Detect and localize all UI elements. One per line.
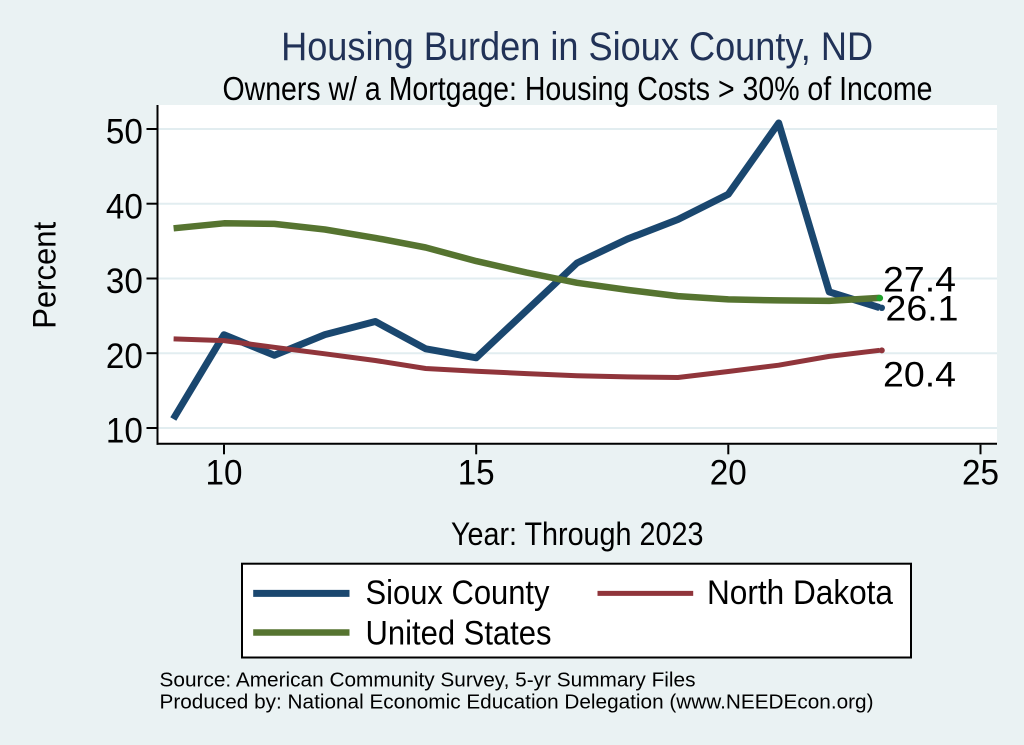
svg-text:United States: United States bbox=[366, 615, 552, 653]
svg-text:20: 20 bbox=[710, 453, 747, 493]
svg-text:Owners w/ a Mortgage: Housing: Owners w/ a Mortgage: Housing Costs > 30… bbox=[223, 70, 933, 107]
svg-text:25: 25 bbox=[962, 453, 999, 493]
svg-text:10: 10 bbox=[106, 411, 143, 451]
svg-text:Housing Burden in Sioux County: Housing Burden in Sioux County, ND bbox=[281, 25, 873, 69]
svg-text:20: 20 bbox=[106, 336, 143, 376]
svg-text:50: 50 bbox=[106, 112, 143, 152]
svg-text:40: 40 bbox=[106, 186, 143, 226]
svg-text:Source: American Community Sur: Source: American Community Survey, 5-yr … bbox=[160, 669, 696, 692]
svg-text:Sioux County: Sioux County bbox=[366, 574, 550, 612]
svg-text:North Dakota: North Dakota bbox=[707, 574, 893, 612]
svg-text:10: 10 bbox=[206, 453, 243, 493]
svg-text:30: 30 bbox=[106, 261, 143, 301]
svg-text:Percent: Percent bbox=[27, 222, 63, 329]
svg-text:Year: Through 2023: Year: Through 2023 bbox=[451, 516, 704, 552]
svg-text:Produced by: National Economic: Produced by: National Economic Education… bbox=[160, 690, 874, 713]
svg-text:27.4: 27.4 bbox=[883, 261, 956, 300]
svg-text:26.1: 26.1 bbox=[886, 290, 959, 329]
svg-text:15: 15 bbox=[458, 453, 495, 493]
svg-text:20.4: 20.4 bbox=[883, 355, 956, 394]
